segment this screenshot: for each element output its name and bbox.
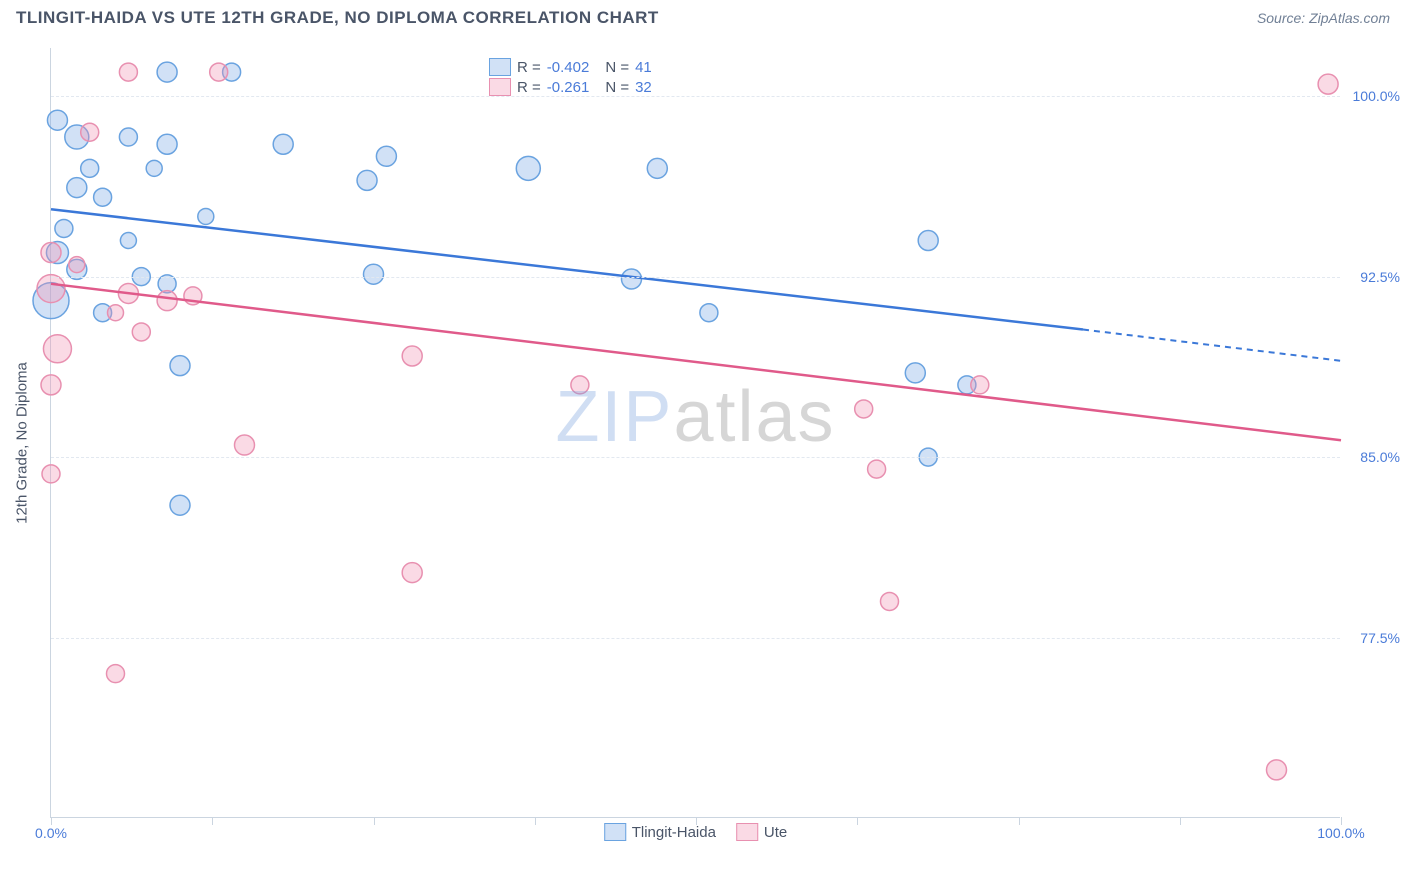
trend-line <box>51 284 1341 440</box>
xtick <box>857 817 858 825</box>
scatter-point[interactable] <box>42 465 60 483</box>
scatter-point[interactable] <box>37 275 65 303</box>
legend-swatch <box>489 78 511 96</box>
scatter-point[interactable] <box>146 160 162 176</box>
scatter-point[interactable] <box>157 134 177 154</box>
scatter-point[interactable] <box>402 346 422 366</box>
legend-correlation-row: R = -0.261 N = 32 <box>489 78 662 96</box>
scatter-point[interactable] <box>108 305 124 321</box>
scatter-point[interactable] <box>81 159 99 177</box>
scatter-point[interactable] <box>571 376 589 394</box>
legend-series: Tlingit-Haida Ute <box>604 823 788 841</box>
legend-r-value: -0.261 <box>547 79 590 96</box>
plot-area: ZIPatlas R = -0.402N = 41R = -0.261N = 3… <box>50 48 1340 818</box>
scatter-point[interactable] <box>918 231 938 251</box>
xtick <box>1019 817 1020 825</box>
legend-n-value: 32 <box>635 79 652 96</box>
gridline <box>51 638 1340 639</box>
legend-r-label: R = <box>517 59 541 76</box>
scatter-point[interactable] <box>881 592 899 610</box>
scatter-point[interactable] <box>376 146 396 166</box>
xtick <box>374 817 375 825</box>
xtick <box>1180 817 1181 825</box>
legend-series-item[interactable]: Ute <box>736 823 787 841</box>
scatter-point[interactable] <box>868 460 886 478</box>
xtick <box>212 817 213 825</box>
scatter-point[interactable] <box>516 156 540 180</box>
legend-r-value: -0.402 <box>547 59 590 76</box>
chart-title: TLINGIT-HAIDA VS UTE 12TH GRADE, NO DIPL… <box>16 8 659 28</box>
xtick <box>51 817 52 825</box>
scatter-point[interactable] <box>69 257 85 273</box>
scatter-point[interactable] <box>855 400 873 418</box>
legend-swatch <box>489 58 511 76</box>
scatter-point[interactable] <box>119 128 137 146</box>
scatter-point[interactable] <box>43 335 71 363</box>
xtick-label: 100.0% <box>1317 825 1364 841</box>
legend-swatch <box>736 823 758 841</box>
scatter-point[interactable] <box>107 665 125 683</box>
ytick-label: 100.0% <box>1353 88 1400 104</box>
legend-n-label: N = <box>605 79 629 96</box>
scatter-point[interactable] <box>273 134 293 154</box>
scatter-point[interactable] <box>41 375 61 395</box>
chart-container: 12th Grade, No Diploma ZIPatlas R = -0.4… <box>40 48 1390 838</box>
legend-correlation: R = -0.402 N = 41 R = -0.261 N = 32 <box>481 52 670 102</box>
xtick <box>1341 817 1342 825</box>
legend-correlation-row: R = -0.402 N = 41 <box>489 58 662 76</box>
scatter-point[interactable] <box>700 304 718 322</box>
scatter-point[interactable] <box>622 269 642 289</box>
scatter-point[interactable] <box>1318 74 1338 94</box>
chart-source: Source: ZipAtlas.com <box>1257 10 1390 26</box>
scatter-point[interactable] <box>198 208 214 224</box>
legend-swatch <box>604 823 626 841</box>
gridline <box>51 457 1340 458</box>
scatter-point[interactable] <box>364 264 384 284</box>
scatter-point[interactable] <box>971 376 989 394</box>
scatter-point[interactable] <box>402 563 422 583</box>
ytick-label: 85.0% <box>1360 449 1400 465</box>
scatter-point[interactable] <box>132 323 150 341</box>
chart-header: TLINGIT-HAIDA VS UTE 12TH GRADE, NO DIPL… <box>0 0 1406 36</box>
legend-n-value: 41 <box>635 59 652 76</box>
scatter-point[interactable] <box>47 110 67 130</box>
trend-line-dashed <box>1083 330 1341 361</box>
legend-series-item[interactable]: Tlingit-Haida <box>604 823 716 841</box>
xtick <box>696 817 697 825</box>
scatter-point[interactable] <box>55 219 73 237</box>
scatter-point[interactable] <box>41 243 61 263</box>
scatter-point[interactable] <box>67 178 87 198</box>
y-axis-label: 12th Grade, No Diploma <box>14 362 31 524</box>
legend-n-label: N = <box>605 59 629 76</box>
scatter-point[interactable] <box>905 363 925 383</box>
scatter-point[interactable] <box>647 158 667 178</box>
ytick-label: 77.5% <box>1360 630 1400 646</box>
plot-svg <box>51 48 1340 817</box>
xtick <box>535 817 536 825</box>
trend-line <box>51 209 1083 329</box>
xtick-label: 0.0% <box>35 825 67 841</box>
scatter-point[interactable] <box>170 495 190 515</box>
ytick-label: 92.5% <box>1360 269 1400 285</box>
scatter-point[interactable] <box>357 170 377 190</box>
legend-series-label: Ute <box>764 824 787 841</box>
scatter-point[interactable] <box>157 291 177 311</box>
legend-r-label: R = <box>517 79 541 96</box>
scatter-point[interactable] <box>235 435 255 455</box>
scatter-point[interactable] <box>94 188 112 206</box>
scatter-point[interactable] <box>157 62 177 82</box>
scatter-point[interactable] <box>119 63 137 81</box>
scatter-point[interactable] <box>1267 760 1287 780</box>
gridline <box>51 277 1340 278</box>
scatter-point[interactable] <box>120 233 136 249</box>
gridline <box>51 96 1340 97</box>
scatter-point[interactable] <box>170 356 190 376</box>
scatter-point[interactable] <box>210 63 228 81</box>
scatter-point[interactable] <box>81 123 99 141</box>
legend-series-label: Tlingit-Haida <box>632 824 716 841</box>
